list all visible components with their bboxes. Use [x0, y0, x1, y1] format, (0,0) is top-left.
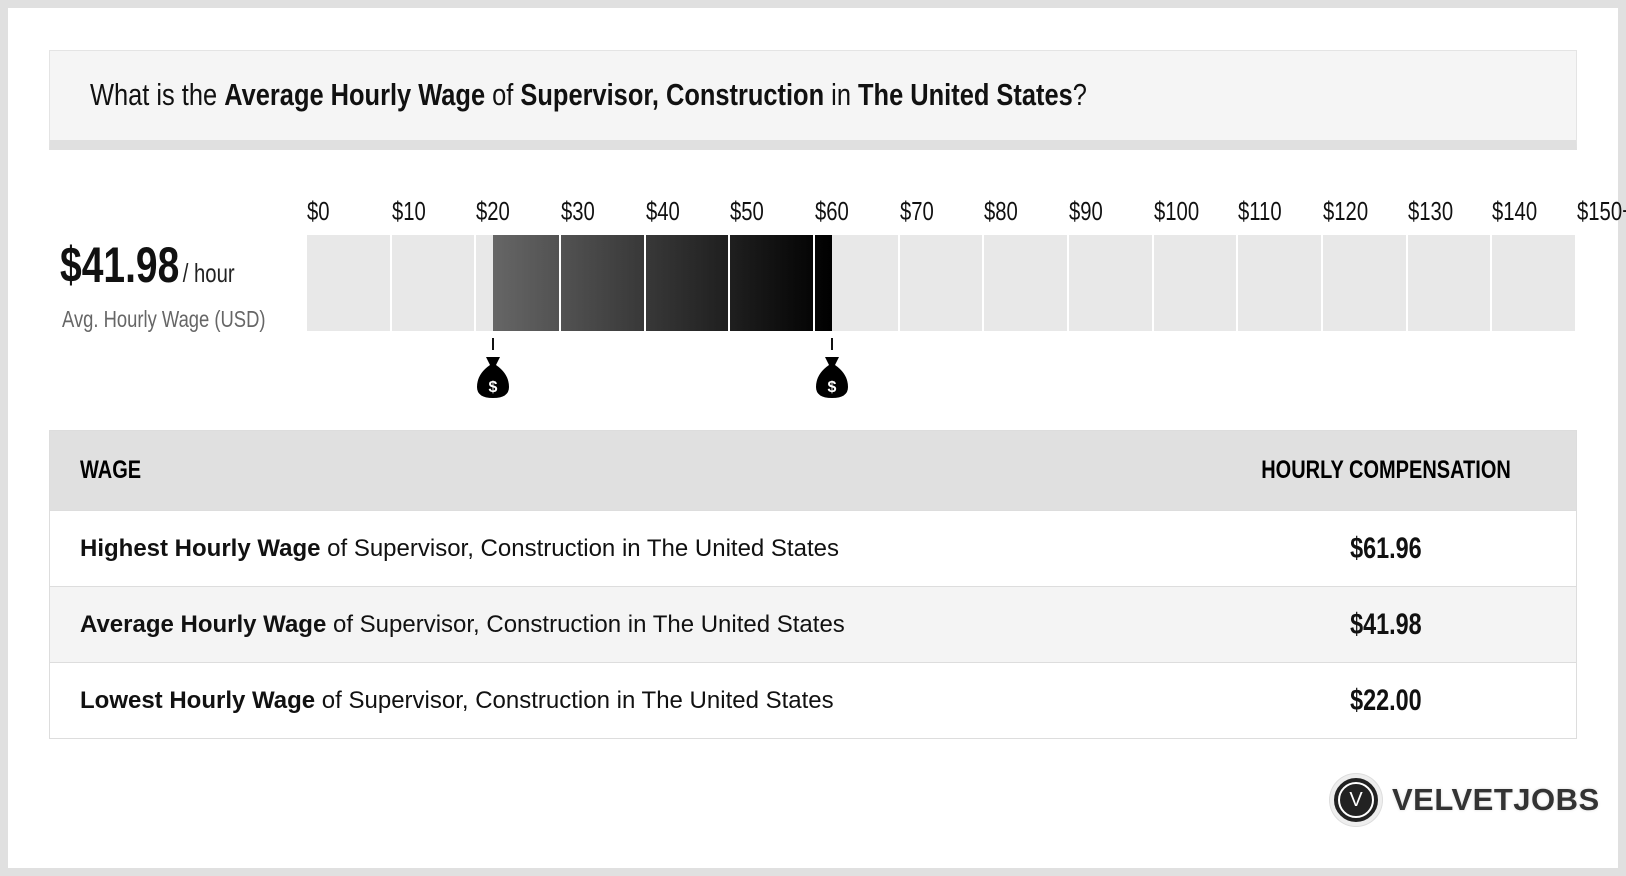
- tick-label: $20: [476, 196, 511, 226]
- tick-label: $150+: [1577, 196, 1626, 226]
- tick-label: $110: [1238, 196, 1282, 226]
- bar-segment: [1153, 235, 1237, 331]
- average-wage: $41.98 / hour: [60, 236, 235, 294]
- tick-label: $0: [307, 196, 330, 226]
- range-fill: [730, 235, 813, 331]
- logo-text: VELVETJOBS: [1392, 782, 1600, 817]
- bar-segment: [1069, 235, 1152, 331]
- tick-label: $40: [645, 196, 680, 226]
- row-label: Highest Hourly Wage of Supervisor, Const…: [49, 510, 1197, 587]
- bar-segment: [1492, 235, 1575, 331]
- tick-label: $80: [984, 196, 1019, 226]
- bar-segment: [984, 235, 1067, 331]
- money-bag-icon: $: [477, 357, 510, 398]
- row-value: $22.00: [1196, 662, 1577, 739]
- table-row: Lowest Hourly Wage of Supervisor, Constr…: [49, 662, 1577, 739]
- row-value: $61.96: [1196, 510, 1577, 587]
- bar-segment: [1407, 235, 1491, 331]
- tick-label: $10: [391, 196, 426, 226]
- bar-segment: [1323, 235, 1406, 331]
- svg-text:$: $: [489, 379, 498, 396]
- table-row: Highest Hourly Wage of Supervisor, Const…: [49, 510, 1577, 587]
- column-header-compensation: HOURLY COMPENSATION: [1196, 430, 1577, 511]
- question-header: What is the Average Hourly Wage of Super…: [49, 50, 1577, 150]
- svg-text:$: $: [827, 379, 836, 396]
- row-value: $41.98: [1196, 586, 1577, 663]
- tick-label: $120: [1323, 196, 1369, 226]
- tick-label: $100: [1153, 196, 1199, 226]
- tick-label: $90: [1069, 196, 1103, 226]
- wage-table: WAGE HOURLY COMPENSATION Highest Hourly …: [49, 430, 1577, 739]
- column-header-wage: WAGE: [49, 430, 1197, 511]
- money-bag-icon: $: [815, 357, 848, 398]
- tick-label: $70: [899, 196, 934, 226]
- range-fill: [561, 235, 644, 331]
- logo-mark: V: [1330, 774, 1382, 826]
- wage-range-bar: [307, 235, 1577, 331]
- range-fill: [815, 235, 832, 331]
- table-header-row: WAGE HOURLY COMPENSATION: [49, 430, 1577, 511]
- row-label: Average Hourly Wage of Supervisor, Const…: [49, 586, 1197, 663]
- average-wage-value: $41.98: [60, 237, 180, 293]
- velvetjobs-logo: V VELVETJOBS: [1330, 774, 1600, 826]
- tick-label: $30: [561, 196, 595, 226]
- row-label: Lowest Hourly Wage of Supervisor, Constr…: [49, 662, 1197, 739]
- page-title: What is the Average Hourly Wage of Super…: [90, 77, 1087, 112]
- tick-label: $60: [815, 196, 849, 226]
- average-wage-label: Avg. Hourly Wage (USD): [62, 306, 266, 332]
- table-row: Average Hourly Wage of Supervisor, Const…: [49, 586, 1577, 663]
- range-marker: $: [473, 338, 513, 405]
- tick-label: $130: [1407, 196, 1453, 226]
- bar-segment: [307, 235, 390, 331]
- wage-card: What is the Average Hourly Wage of Super…: [8, 8, 1626, 868]
- tick-label: $140: [1492, 196, 1538, 226]
- bar-segment: [899, 235, 983, 331]
- range-fill: [645, 235, 729, 331]
- tick-label: $50: [730, 196, 765, 226]
- bar-segment: [391, 235, 475, 331]
- bar-segment: [1238, 235, 1321, 331]
- range-fill: [493, 235, 559, 331]
- range-marker: $: [812, 338, 852, 405]
- wage-unit: / hour: [182, 258, 235, 288]
